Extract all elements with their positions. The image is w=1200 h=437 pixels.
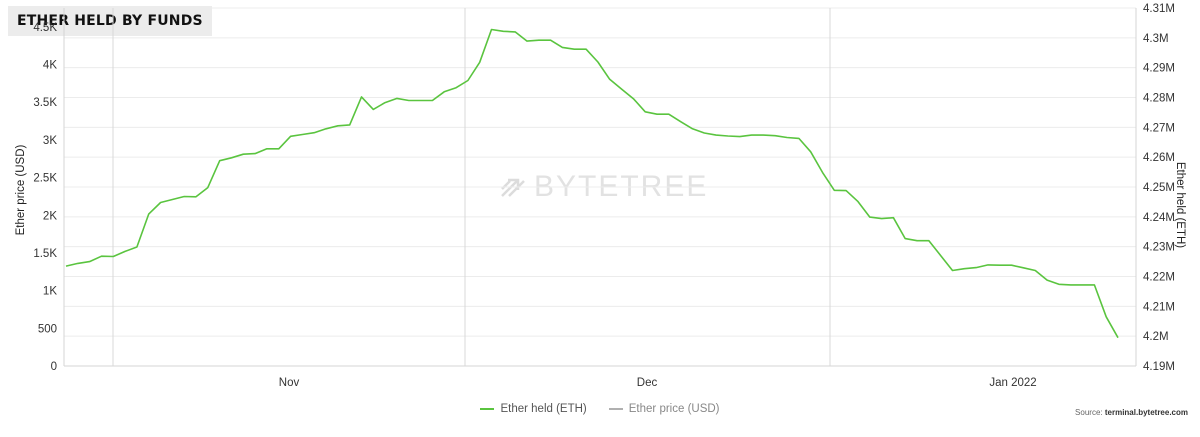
y-left-tick-label: 1.5K (33, 248, 57, 260)
source-label: Source: (1075, 408, 1103, 417)
source-site: terminal.bytetree.com (1104, 408, 1188, 417)
y-left-tick-label: 1K (43, 286, 57, 298)
y-left-tick-label: 4K (43, 60, 57, 72)
x-tick-label: Dec (637, 377, 658, 389)
y-right-tick-label: 4.22M (1143, 272, 1175, 284)
y-left-tick-label: 2K (43, 210, 57, 222)
y-left-tick-label: 3.5K (33, 97, 57, 109)
x-tick-label: Nov (279, 377, 300, 389)
y-left-tick-label: 500 (38, 323, 57, 335)
y-right-tick-label: 4.29M (1143, 63, 1175, 75)
legend-item-eth-held[interactable]: Ether held (ETH) (480, 403, 587, 415)
y-left-tick-label: 0 (51, 361, 57, 373)
y-right-tick-label: 4.31M (1143, 3, 1175, 15)
legend-item-eth-price[interactable]: Ether price (USD) (608, 403, 720, 415)
y-left-tick-label: 3K (43, 135, 57, 147)
y-left-axis-title: Ether price (USD) (15, 144, 27, 235)
y-right-tick-label: 4.3M (1143, 33, 1169, 45)
y-right-tick-label: 4.23M (1143, 242, 1175, 254)
legend-label-eth-price: Ether price (USD) (628, 403, 720, 415)
legend-label-eth-held: Ether held (ETH) (500, 403, 587, 415)
y-right-axis-title: Ether held (ETH) (1174, 162, 1186, 248)
y-right-tick-label: 4.21M (1143, 301, 1175, 313)
y-left-tick-label: 4.5K (33, 22, 57, 34)
y-right-tick-label: 4.28M (1143, 93, 1175, 105)
y-right-tick-label: 4.27M (1143, 122, 1175, 134)
source-note: Source: terminal.bytetree.com (1075, 408, 1188, 417)
series-line-eth-held (65, 28, 1119, 339)
legend-swatch-eth-held (480, 408, 495, 410)
legend-swatch-eth-price (608, 408, 623, 410)
bytetree-logo-icon (501, 178, 525, 197)
y-right-tick-label: 4.19M (1143, 361, 1175, 373)
y-right-tick-label: 4.25M (1143, 182, 1175, 194)
y-right-tick-label: 4.26M (1143, 152, 1175, 164)
chart-title: ETHER HELD BY FUNDS (8, 6, 212, 36)
x-tick-label: Jan 2022 (989, 377, 1036, 389)
legend: Ether held (ETH) Ether price (USD) (0, 403, 1200, 415)
y-right-tick-label: 4.2M (1143, 331, 1169, 343)
y-left-tick-label: 2.5K (33, 173, 57, 185)
y-right-tick-label: 4.24M (1143, 212, 1175, 224)
